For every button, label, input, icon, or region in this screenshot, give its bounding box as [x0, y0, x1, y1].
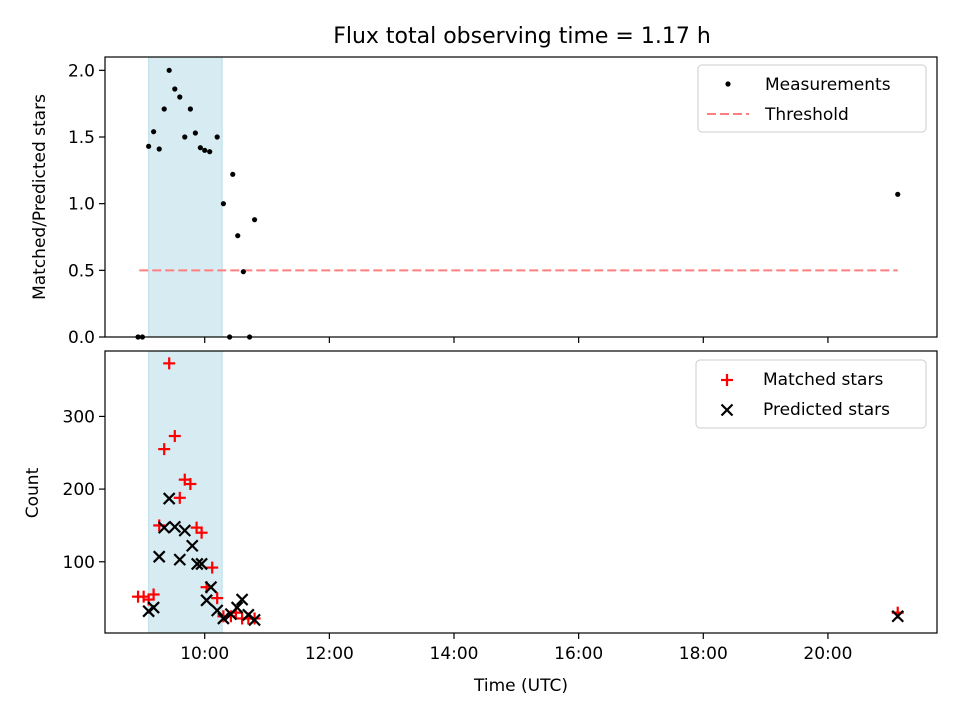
measurement-point	[161, 106, 167, 112]
predicted-star-point	[185, 539, 199, 553]
measurement-point	[177, 94, 183, 100]
top-y-tick-label: 1.0	[68, 195, 95, 215]
measurement-point	[156, 146, 162, 152]
matched-star-point	[168, 430, 181, 443]
matched-star-point	[206, 561, 219, 574]
bottom-y-tick-label: 100	[63, 553, 95, 573]
x-tick-label: 20:00	[803, 644, 852, 664]
top-y-tick-label: 0.0	[68, 328, 95, 348]
legend-predicted-marker	[720, 403, 734, 417]
bottom-axes-frame	[104, 350, 938, 634]
matched-star-point	[195, 526, 208, 539]
measurement-point	[251, 217, 258, 223]
matched-star-point	[158, 443, 171, 456]
predicted-star-point	[200, 594, 213, 607]
legend-measurements-label: Measurements	[765, 75, 891, 95]
x-tick-label: 16:00	[554, 644, 603, 664]
top-panel: 0.00.51.01.52.0 Matched/Predicted stars …	[30, 56, 938, 348]
bottom-panel: 100 200 300 10:00 12:00 14:00 16:00 18:00 20:00…	[23, 350, 938, 696]
predicted-stars-points	[142, 492, 905, 627]
top-y-ticks: 0.0 0.5 1.0 1.5 2.0	[68, 61, 105, 348]
top-legend: Measurements Threshold	[697, 64, 927, 133]
legend-matched-label: Matched stars	[763, 370, 883, 390]
matched-star-point	[184, 478, 197, 491]
measurement-point	[235, 233, 241, 239]
measurement-point	[166, 67, 172, 73]
top-y-tick-label: 0.5	[68, 261, 95, 281]
x-tick-label: 12:00	[305, 644, 354, 664]
x-tick-label: 14:00	[430, 644, 479, 664]
predicted-star-point	[891, 610, 905, 623]
bottom-legend: Matched stars Predicted stars	[695, 359, 927, 429]
measurement-point	[230, 171, 236, 177]
measurement-point	[146, 143, 152, 149]
measurement-point	[192, 130, 198, 136]
top-axes-frame	[104, 56, 938, 338]
measurement-point	[207, 149, 213, 155]
measurement-point	[895, 191, 901, 197]
predicted-star-point	[152, 550, 166, 563]
legend-matched-marker	[721, 374, 733, 386]
predicted-star-point	[178, 524, 192, 537]
matched-star-point	[173, 491, 186, 504]
x-axis-label: Time (UTC)	[473, 676, 568, 696]
predicted-star-point	[235, 593, 249, 606]
measurement-point	[187, 106, 193, 112]
matched-star-point	[147, 588, 160, 601]
bottom-y-tick-label: 300	[63, 407, 95, 427]
measurement-point	[214, 134, 220, 140]
predicted-star-point	[173, 553, 187, 566]
predicted-star-point	[162, 492, 176, 505]
predicted-star-point	[210, 604, 224, 617]
legend-threshold-label: Threshold	[764, 105, 849, 125]
measurement-points	[135, 67, 901, 340]
legend-predicted-label: Predicted stars	[763, 400, 890, 420]
bottom-legend-frame	[695, 359, 927, 429]
predicted-star-point	[168, 520, 182, 534]
predicted-star-point	[195, 557, 208, 571]
legend-measurements-marker	[725, 81, 731, 87]
predicted-star-point	[230, 601, 244, 614]
bottom-x-ticks: 10:00 12:00 14:00 16:00 18:00 20:00	[180, 633, 852, 664]
predicted-star-point	[217, 612, 230, 625]
measurement-point	[202, 147, 208, 153]
bottom-span	[148, 350, 223, 634]
measurement-point	[172, 86, 178, 92]
measurement-point	[220, 201, 227, 207]
predicted-star-point	[248, 613, 261, 627]
bottom-y-ticks: 100 200 300	[63, 407, 105, 573]
top-y-tick-label: 1.5	[68, 128, 95, 148]
measurement-point	[182, 134, 188, 140]
matched-star-point	[163, 357, 176, 370]
top-x-ticks	[204, 337, 829, 343]
bottom-y-axis-label: Count	[23, 467, 43, 518]
matched-star-point	[211, 592, 224, 605]
top-y-tick-label: 2.0	[68, 61, 95, 81]
predicted-star-point	[190, 557, 204, 571]
measurement-point	[240, 269, 246, 275]
chart-title: Flux total observing time = 1.17 h	[333, 24, 711, 49]
top-legend-frame	[697, 64, 927, 133]
predicted-star-point	[157, 521, 171, 534]
x-tick-label: 10:00	[180, 644, 229, 664]
top-y-axis-label: Matched/Predicted stars	[30, 94, 50, 300]
x-tick-label: 18:00	[679, 644, 728, 664]
predicted-star-point	[147, 601, 160, 614]
measurement-point	[197, 145, 203, 151]
bottom-y-tick-label: 200	[63, 480, 95, 500]
predicted-star-point	[204, 580, 218, 594]
measurement-point	[151, 129, 157, 135]
top-span	[148, 56, 223, 338]
